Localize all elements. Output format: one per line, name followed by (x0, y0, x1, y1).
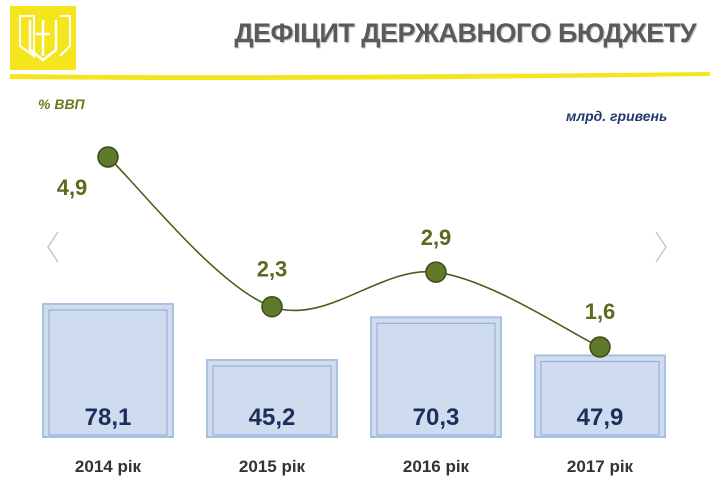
bar-2 (370, 316, 502, 438)
bar-inner-frame-2 (376, 322, 496, 436)
bar-0 (42, 303, 174, 438)
bar-1 (206, 359, 338, 438)
bar-value-label-1: 45,2 (249, 404, 296, 431)
trident-coat-of-arms-icon (10, 6, 76, 70)
bar-3 (534, 354, 666, 438)
unit-label-billion-uah: млрд. гривень (566, 108, 668, 124)
unit-label-percent-gdp: % ВВП (38, 96, 85, 112)
chevron-left-icon[interactable] (46, 230, 60, 264)
header: ДЕФІЦИТ ДЕРЖАВНОГО БЮДЖЕТУ (0, 0, 722, 80)
bar-inner-frame-0 (48, 309, 168, 436)
line-marker-0 (97, 146, 119, 168)
bar-value-label-2: 70,3 (413, 404, 460, 431)
category-label-1: 2015 рік (239, 457, 306, 476)
line-value-label-0: 4,9 (57, 175, 88, 200)
category-label-3: 2017 рік (567, 457, 634, 476)
line-value-label-1: 2,3 (257, 257, 288, 282)
category-label-2: 2016 рік (403, 457, 470, 476)
chevron-right-icon[interactable] (654, 230, 668, 264)
page-title: ДЕФІЦИТ ДЕРЖАВНОГО БЮДЖЕТУ (234, 18, 696, 48)
bar-inner-frame-1 (212, 365, 332, 436)
line-value-label-2: 2,9 (421, 225, 452, 250)
pct-gdp-line (107, 156, 601, 348)
line-marker-1 (261, 295, 283, 318)
line-value-label-3: 1,6 (585, 299, 616, 324)
bar-value-label-0: 78,1 (85, 404, 132, 431)
line-marker-3 (589, 336, 611, 358)
bar-value-label-3: 47,9 (577, 404, 624, 431)
line-marker-2 (425, 261, 447, 283)
category-label-0: 2014 рік (75, 457, 142, 476)
title-underline (10, 72, 710, 80)
bar-inner-frame-3 (540, 360, 660, 436)
